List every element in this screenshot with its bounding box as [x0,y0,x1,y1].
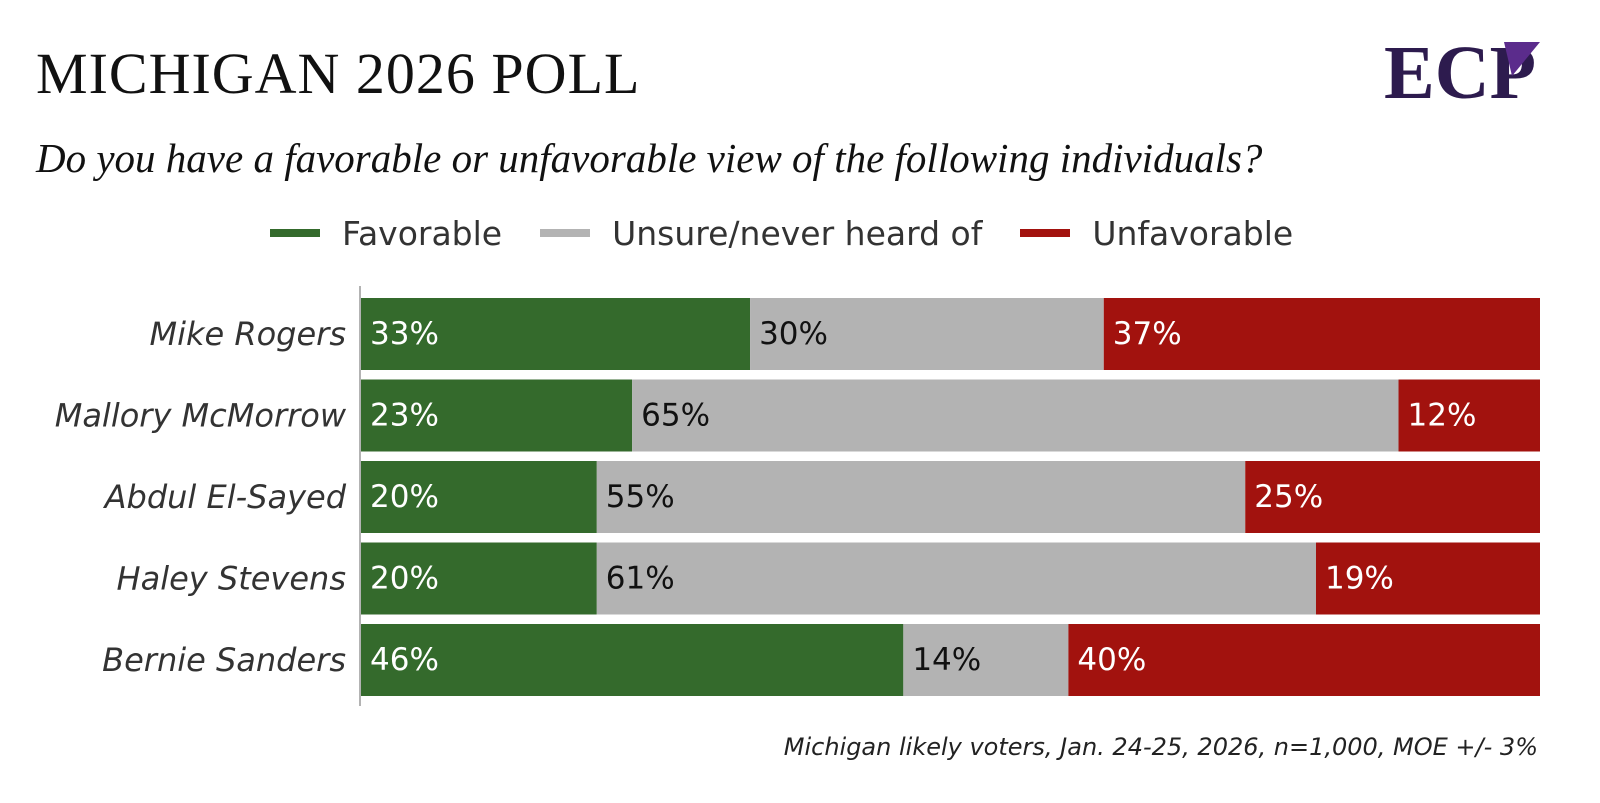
data-label: 65% [641,398,710,434]
category-label: Mallory McMorrow [55,397,347,435]
legend-item-unsure: Unsure/never heard of [540,214,982,253]
bar-unfavorable [1068,624,1540,696]
legend-swatch-favorable [270,229,320,237]
legend-label: Unfavorable [1092,213,1294,253]
legend-label: Unsure/never heard of [612,213,983,253]
category-label: Bernie Sanders [102,641,346,679]
legend-item-favorable: Favorable [270,214,502,253]
legend: Favorable Unsure/never heard of Unfavora… [270,208,1331,258]
legend-item-unfavorable: Unfavorable [1020,214,1293,253]
data-label: 20% [370,561,439,597]
bar-unfavorable [1245,461,1540,533]
bar-favorable [361,379,633,452]
data-label: 33% [370,316,439,352]
data-label: 46% [370,642,439,678]
bar-unsure [632,379,1399,452]
data-label: 40% [1077,642,1146,678]
data-label: 25% [1254,479,1323,515]
bar-unsure [750,298,1104,370]
data-label: 30% [759,316,828,352]
ecp-logo: ECP [1384,36,1540,106]
data-label: 12% [1408,398,1477,434]
bar-favorable [361,542,597,615]
bar-favorable [361,298,751,370]
legend-swatch-unfavorable [1020,229,1071,237]
bar-unsure [596,542,1316,615]
data-label: 61% [606,561,675,597]
category-label: Haley Stevens [117,560,346,598]
category-label: Abdul El-Sayed [103,478,347,516]
chart-title: MICHIGAN 2026 POLL [36,41,641,106]
bar-unsure [903,624,1069,696]
bar-favorable [361,461,597,533]
data-label: 37% [1113,316,1182,352]
data-label: 14% [912,642,981,678]
chart-subtitle: Do you have a favorable or unfavorable v… [36,135,1263,181]
legend-swatch-unsure [540,229,591,237]
data-label: 19% [1325,561,1394,597]
data-label: 55% [606,479,675,515]
data-label: 23% [370,398,439,434]
bar-unfavorable [1398,379,1540,452]
logo-accent-shape [1504,42,1540,76]
bar-unfavorable [1103,298,1540,370]
bar-unsure [596,461,1246,533]
category-label: Mike Rogers [149,315,346,353]
data-label: 20% [370,479,439,515]
footnote: Michigan likely voters, Jan. 24-25, 2026… [783,733,1538,761]
bar-favorable [361,624,904,696]
legend-label: Favorable [342,213,503,253]
bar-unfavorable [1315,542,1540,615]
